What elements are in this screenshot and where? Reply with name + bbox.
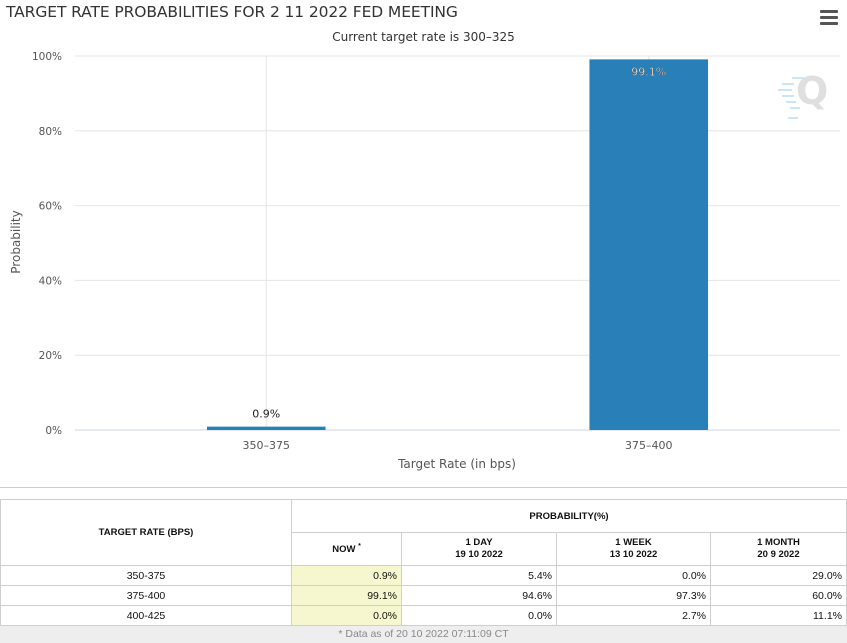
chart-container: 0% 20% 40% 60% 80% 100% 0.9% 350–375 99.1% 375–4… — [6, 3, 840, 471]
y-tick-label: 60% — [39, 201, 62, 213]
target-rate-header: TARGET RATE (BPS) — [0, 499, 292, 566]
rate-cell: 350-375 — [0, 565, 292, 586]
y-tick-label: 20% — [39, 350, 62, 362]
data-label: 99.1% — [631, 65, 666, 78]
y-tick-label: 100% — [32, 51, 62, 63]
quikstrike-q-logo-icon: Q — [778, 69, 828, 119]
rate-cell: 375-400 — [0, 585, 292, 606]
chart-subtitle: Current target rate is 300–325 — [332, 30, 515, 44]
section-divider — [0, 487, 847, 488]
data-timestamp-footnote: * Data as of 20 10 2022 07:11:09 CT — [0, 626, 847, 643]
table-row: 375-400 99.1% 94.6% 97.3% 60.0% — [0, 585, 847, 606]
bar[interactable] — [589, 59, 709, 431]
probability-table: TARGET RATE (BPS) PROBABILITY(%) NOW * 1… — [0, 499, 847, 626]
y-tick-label: 0% — [45, 425, 62, 437]
one-week-cell: 2.7% — [556, 605, 711, 626]
table-row: 350-375 0.9% 5.4% 0.0% 29.0% — [0, 565, 847, 586]
probability-header: PROBABILITY(%) — [291, 499, 847, 533]
hamburger-menu-icon[interactable] — [820, 10, 838, 26]
one-week-cell: 0.0% — [556, 565, 711, 586]
rate-cell: 400-425 — [0, 605, 292, 626]
one-month-cell: 60.0% — [710, 585, 847, 606]
one-day-cell: 94.6% — [401, 585, 557, 606]
now-cell: 99.1% — [291, 585, 402, 606]
svg-text:Q: Q — [796, 69, 828, 113]
one-day-cell: 5.4% — [401, 565, 557, 586]
one-day-cell: 0.0% — [401, 605, 557, 626]
one-month-cell: 11.1% — [710, 605, 847, 626]
y-axis-title: Probability — [9, 210, 23, 273]
chart-title: TARGET RATE PROBABILITIES FOR 2 11 2022 … — [6, 3, 458, 21]
now-header: NOW * — [291, 532, 402, 566]
now-cell: 0.0% — [291, 605, 402, 626]
x-tick-label: 375–400 — [625, 439, 673, 452]
one-day-header: 1 DAY 19 10 2022 — [401, 532, 557, 566]
x-axis-title: Target Rate (in bps) — [397, 457, 516, 471]
one-month-header: 1 MONTH 20 9 2022 — [710, 532, 847, 566]
one-week-header: 1 WEEK 13 10 2022 — [556, 532, 711, 566]
x-tick-label: 350–375 — [243, 439, 291, 452]
now-cell: 0.9% — [291, 565, 402, 586]
data-label: 0.9% — [252, 408, 280, 421]
bar-chart: 0% 20% 40% 60% 80% 100% 0.9% 350–375 99.1% 375–4… — [9, 51, 840, 471]
y-tick-label: 40% — [39, 275, 62, 287]
bar[interactable] — [206, 426, 326, 430]
table-row: 400-425 0.0% 0.0% 2.7% 11.1% — [0, 605, 847, 626]
one-week-cell: 97.3% — [556, 585, 711, 606]
y-tick-label: 80% — [39, 126, 62, 138]
one-month-cell: 29.0% — [710, 565, 847, 586]
